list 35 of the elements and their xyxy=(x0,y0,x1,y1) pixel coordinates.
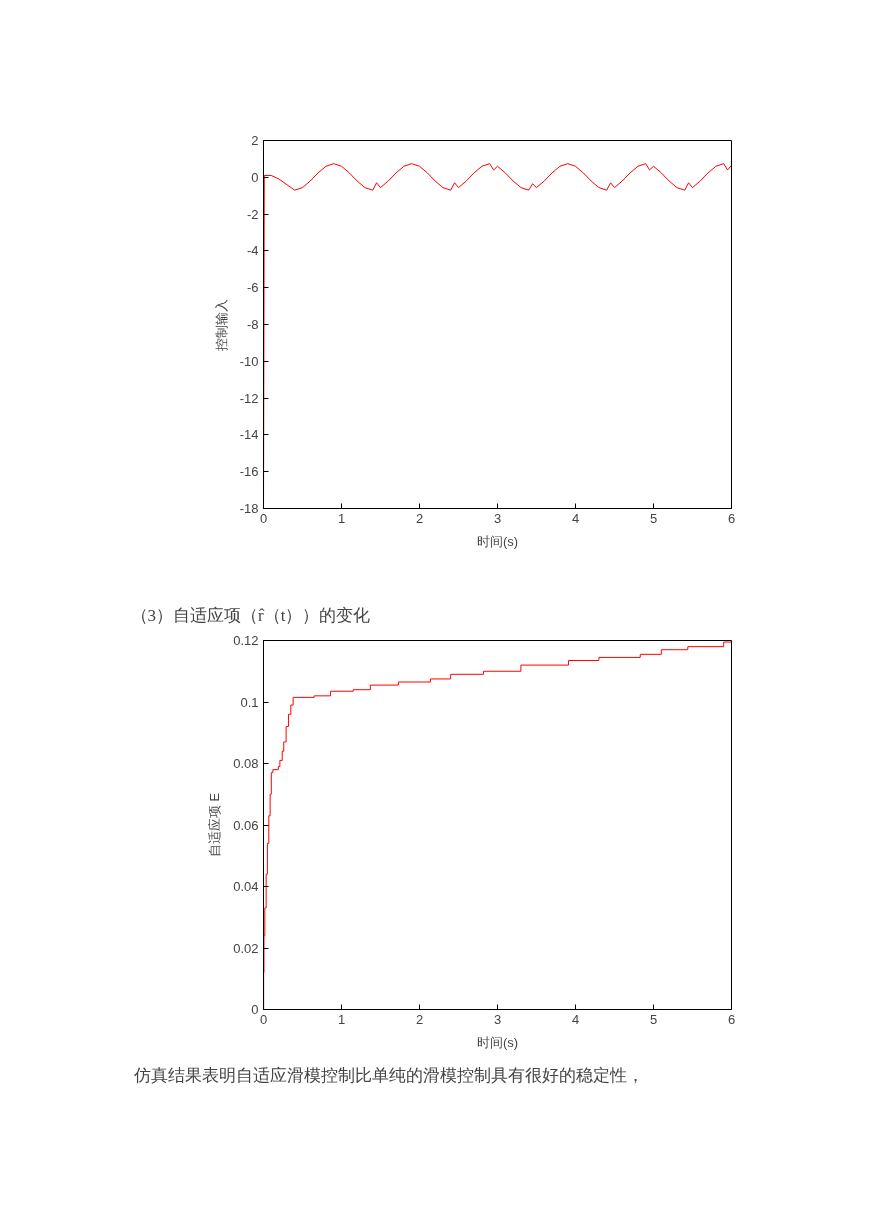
x-tick-label: 6 xyxy=(727,1011,736,1027)
x-tick-label: 4 xyxy=(571,510,580,526)
x-tick-label: 1 xyxy=(337,1011,346,1027)
y-tick-label: -2 xyxy=(246,206,259,222)
text: 仿真结果表明自适应滑模控制比单纯的滑模控制具有很好的稳定性， xyxy=(132,1065,644,1085)
x-axis-title: 时间(s) xyxy=(476,533,519,549)
y-tick-label: 0.02 xyxy=(233,940,259,956)
y-tick-label: 0.1 xyxy=(240,694,259,710)
y-tick-label: 0.12 xyxy=(233,633,259,648)
y-tick-label: 0.04 xyxy=(233,879,259,894)
x-tick-label: 4 xyxy=(571,1011,580,1027)
y-tick-label: -8 xyxy=(246,317,259,332)
x-tick-label: 6 xyxy=(727,510,736,526)
y-tick-label: -18 xyxy=(239,501,259,516)
y-tick-label: 0.08 xyxy=(233,756,259,771)
y-tick-label: 0 xyxy=(251,169,259,185)
y-tick-label: 0.06 xyxy=(233,817,259,833)
y-axis-title: 控制输入 xyxy=(213,298,229,351)
y-tick-label: -6 xyxy=(246,280,259,296)
x-axis-title: 时间(s) xyxy=(476,1034,519,1050)
y-tick-label: -4 xyxy=(246,243,259,259)
x-tick-label: 3 xyxy=(493,510,502,526)
x-tick-label: 2 xyxy=(415,510,424,526)
y-tick-label: 2 xyxy=(251,133,259,148)
y-tick-label: -12 xyxy=(239,390,259,406)
chart-title: （3）自适应项（r̂（t））的变化 xyxy=(130,605,371,625)
y-tick-label: -10 xyxy=(239,353,259,369)
y-axis-title: 自适应项 E xyxy=(207,792,223,858)
x-tick-label: 1 xyxy=(337,510,346,526)
x-tick-label: 5 xyxy=(649,1011,658,1027)
y-tick-label: -14 xyxy=(239,427,259,443)
y-tick-label: -16 xyxy=(239,464,259,480)
x-tick-label: 5 xyxy=(649,510,658,526)
x-tick-label: 2 xyxy=(415,1011,424,1027)
x-tick-label: 3 xyxy=(493,1011,502,1027)
